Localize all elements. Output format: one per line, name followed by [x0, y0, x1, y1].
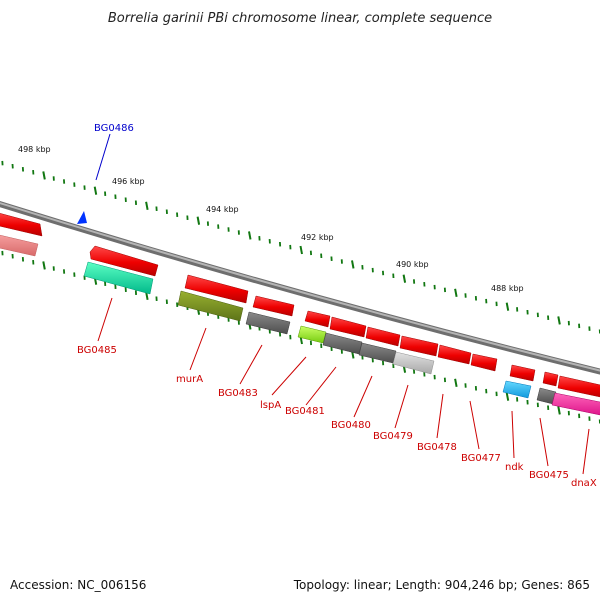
gene-bg0479-outer[interactable]: [399, 335, 439, 357]
leader-bg0477: [469, 400, 480, 450]
kbp-tick-labels: 498 kbp 496 kbp 494 kbp 492 kbp 490 kbp …: [18, 145, 524, 293]
kbp-tick-label: 494 kbp: [206, 205, 239, 214]
major-tick: [557, 316, 561, 325]
major-tick: [248, 231, 252, 240]
gene-arrow-left-pink[interactable]: [0, 234, 39, 257]
major-tick: [505, 392, 510, 401]
kbp-scale-ticks: [1, 160, 600, 334]
gene-arrow-left-top[interactable]: [0, 212, 43, 237]
gene-labels: BG0486 BG0485 murA BG0483 lspA BG0481 BG…: [77, 123, 597, 489]
gene-label[interactable]: BG0485: [77, 345, 117, 356]
gene-bg0479[interactable]: [392, 351, 435, 375]
gene-lspa[interactable]: [297, 325, 327, 344]
leader-dnax: [582, 428, 590, 475]
accession-text: Accession: NC_006156: [10, 578, 147, 592]
gene-label[interactable]: dnaX: [571, 478, 597, 489]
leader-bg0485: [97, 297, 113, 342]
major-tick: [454, 288, 458, 297]
genome-summary-text: Topology: linear; Length: 904,246 bp; Ge…: [293, 578, 590, 592]
gene-dnax-outer[interactable]: [557, 375, 600, 398]
gene-bg0478[interactable]: [437, 344, 472, 365]
kbp-tick-label: 496 kbp: [112, 177, 145, 186]
gene-label[interactable]: BG0483: [218, 388, 258, 399]
leader-bg0475: [539, 417, 549, 467]
gene-label[interactable]: BG0478: [417, 442, 457, 453]
gene-mura[interactable]: [177, 290, 244, 322]
inner-scale-ticks: [1, 250, 600, 424]
gene-lspa-outer[interactable]: [304, 310, 331, 328]
selected-gene-leader-line: [95, 133, 111, 181]
gene-bg0477[interactable]: [470, 353, 498, 372]
label-leader-lines: [97, 297, 590, 475]
gene-label[interactable]: BG0477: [461, 453, 501, 464]
major-tick: [42, 171, 46, 180]
gene-bg0481-outer[interactable]: [329, 316, 367, 338]
kbp-tick-label: 488 kbp: [491, 284, 524, 293]
leader-bg0479: [394, 384, 409, 429]
gene-bg0485-outer[interactable]: [89, 245, 159, 277]
leader-ndk: [511, 410, 515, 459]
leader-bg0481: [305, 366, 337, 406]
leader-lspa: [271, 356, 307, 396]
leader-bg0478: [436, 393, 444, 439]
major-tick: [196, 216, 201, 225]
kbp-tick-label: 498 kbp: [18, 145, 51, 154]
map-title: Borrelia garinii PBi chromosome linear, …: [108, 11, 492, 26]
gene-mura-outer[interactable]: [184, 274, 249, 304]
gene-label[interactable]: BG0486: [94, 123, 134, 134]
gene-features: [0, 212, 600, 416]
major-tick: [93, 186, 98, 195]
major-tick: [145, 201, 149, 210]
gene-ndk-outer[interactable]: [509, 364, 536, 382]
gene-label[interactable]: ndk: [505, 462, 524, 473]
gene-bg0480-outer[interactable]: [365, 326, 401, 347]
gene-label[interactable]: BG0481: [285, 406, 325, 417]
major-tick: [299, 245, 303, 255]
gene-label[interactable]: murA: [176, 374, 203, 385]
gene-bg0480[interactable]: [358, 342, 397, 364]
selection-marker-icon[interactable]: [77, 211, 87, 224]
gene-label[interactable]: BG0475: [529, 470, 569, 481]
leader-mura: [189, 327, 207, 371]
gene-dnax[interactable]: [551, 392, 600, 416]
major-tick: [42, 261, 46, 270]
major-tick: [557, 406, 561, 415]
gene-bg0483[interactable]: [245, 311, 291, 335]
major-tick: [351, 260, 355, 269]
gene-bg0483-outer[interactable]: [252, 295, 295, 317]
major-tick: [454, 378, 458, 387]
gene-bg0475-outer[interactable]: [542, 371, 559, 387]
kbp-tick-label: 492 kbp: [301, 233, 334, 242]
major-tick: [505, 302, 510, 311]
gene-label[interactable]: BG0480: [331, 420, 371, 431]
gene-label[interactable]: BG0479: [373, 431, 413, 442]
major-tick: [402, 274, 407, 283]
leader-bg0483: [239, 344, 263, 385]
leader-bg0480: [353, 375, 373, 418]
chromosome-backbone-highlight: [0, 202, 600, 372]
gene-label[interactable]: lspA: [260, 400, 281, 411]
gene-bg0485[interactable]: [83, 261, 154, 295]
gene-ndk[interactable]: [502, 380, 532, 399]
kbp-tick-label: 490 kbp: [396, 260, 429, 269]
